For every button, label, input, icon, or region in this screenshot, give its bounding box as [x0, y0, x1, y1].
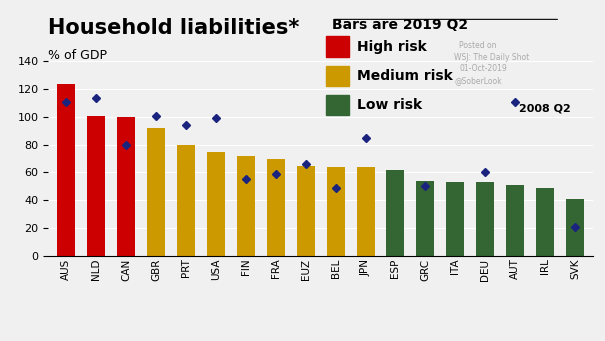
FancyBboxPatch shape	[326, 95, 349, 115]
FancyBboxPatch shape	[326, 65, 349, 86]
Bar	[87, 116, 105, 256]
Bar	[416, 181, 434, 256]
Text: 01-Oct-2019: 01-Oct-2019	[460, 64, 507, 73]
Bar	[177, 145, 195, 256]
Bar	[57, 84, 76, 256]
Bar	[566, 199, 584, 256]
Text: Low risk: Low risk	[357, 98, 422, 112]
Bar	[296, 166, 315, 256]
Bar	[446, 182, 464, 256]
Bar	[356, 167, 374, 256]
Bar	[147, 128, 165, 256]
Text: Household liabilities*: Household liabilities*	[48, 18, 299, 38]
Text: Medium risk: Medium risk	[357, 69, 453, 83]
Bar	[536, 188, 554, 256]
Text: Bars are 2019 Q2: Bars are 2019 Q2	[332, 18, 468, 32]
Text: Posted on: Posted on	[460, 42, 497, 50]
Bar	[207, 152, 225, 256]
Bar	[117, 117, 135, 256]
Bar	[327, 167, 345, 256]
Bar	[237, 156, 255, 256]
Text: WSJ: The Daily Shot: WSJ: The Daily Shot	[454, 53, 529, 61]
Text: 2008 Q2: 2008 Q2	[519, 104, 571, 114]
Bar	[267, 159, 285, 256]
Bar	[506, 185, 524, 256]
Bar	[387, 170, 404, 256]
Bar	[476, 182, 494, 256]
Text: High risk: High risk	[357, 40, 427, 54]
Text: % of GDP: % of GDP	[48, 48, 108, 61]
FancyBboxPatch shape	[326, 36, 349, 57]
Text: @SoberLook: @SoberLook	[454, 76, 502, 85]
